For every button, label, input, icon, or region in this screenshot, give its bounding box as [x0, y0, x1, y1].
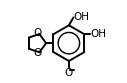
Text: OH: OH — [74, 12, 90, 22]
Text: O: O — [33, 28, 42, 38]
Text: OH: OH — [91, 29, 107, 39]
Text: O: O — [33, 48, 42, 58]
Text: O: O — [65, 68, 73, 78]
